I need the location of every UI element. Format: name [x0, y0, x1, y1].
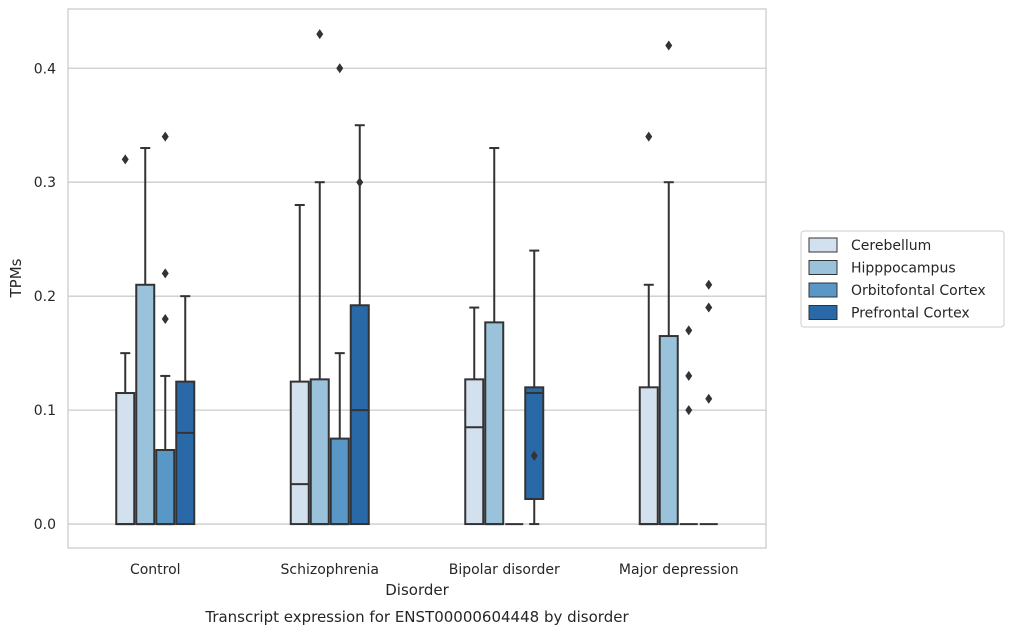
- x-tick-label: Bipolar disorder: [449, 562, 560, 578]
- series-group: [175, 124, 718, 526]
- box: [175, 380, 196, 526]
- y-axis-label: TPMs: [7, 258, 25, 298]
- legend-label: Cerebellum: [851, 238, 931, 254]
- outlier-point: [665, 40, 673, 51]
- outlier-point: [685, 405, 693, 416]
- legend-swatch: [808, 237, 838, 253]
- series-group: [135, 29, 679, 526]
- legend-frame: [800, 230, 1005, 328]
- series-group: [155, 63, 698, 526]
- legend-label: Hipppocampus: [851, 261, 956, 277]
- outlier-point: [685, 325, 693, 336]
- outlier-point: [685, 370, 693, 381]
- y-tick-label: 0.1: [34, 403, 56, 419]
- box: [484, 321, 505, 526]
- box: [289, 380, 310, 526]
- box: [329, 437, 350, 526]
- box: [658, 335, 679, 526]
- outlier-point: [705, 279, 713, 290]
- box: [464, 378, 485, 526]
- box: [309, 378, 330, 526]
- outlier-point: [161, 131, 169, 142]
- x-tick-label: Control: [130, 562, 181, 578]
- y-tick-label: 0.4: [34, 61, 56, 77]
- x-tick-labels: Control Schizophrenia Bipolar disorder Majo…: [130, 562, 739, 578]
- box-marks: [115, 29, 718, 526]
- series-group: [115, 131, 659, 526]
- box: [524, 386, 545, 501]
- outlier-point: [121, 154, 129, 165]
- y-tick-label: 0.0: [34, 517, 56, 533]
- outlier-point: [645, 131, 653, 142]
- outlier-point: [530, 450, 538, 461]
- y-tick-labels: 0.0 0.1 0.2 0.3 0.4: [34, 61, 56, 533]
- outlier-point: [161, 268, 169, 279]
- plot-frame: [67, 8, 767, 549]
- box: [135, 283, 156, 526]
- legend: Cerebellum Hipppocampus Orbitofontal Corte…: [800, 230, 1005, 328]
- outlier-point: [705, 393, 713, 404]
- outlier-point: [705, 302, 713, 313]
- box: [638, 386, 659, 526]
- outlier-point: [356, 177, 364, 188]
- outlier-point: [161, 313, 169, 324]
- outlier-point: [336, 63, 344, 74]
- chart-caption: Transcript expression for ENST0000060444…: [204, 608, 629, 626]
- legend-label: Orbitofontal Cortex: [851, 283, 986, 299]
- y-tick-label: 0.2: [34, 289, 56, 305]
- x-tick-label: Major depression: [619, 562, 739, 578]
- box: [349, 304, 370, 526]
- box: [155, 449, 176, 526]
- legend-swatch: [808, 282, 838, 298]
- outlier-point: [316, 29, 324, 40]
- x-axis-label: Disorder: [385, 581, 449, 599]
- box: [115, 392, 136, 526]
- x-tick-label: Schizophrenia: [281, 562, 379, 578]
- legend-items: Cerebellum Hipppocampus Orbitofontal Corte…: [808, 237, 986, 322]
- legend-swatch: [808, 305, 838, 320]
- legend-label: Prefrontal Cortex: [851, 306, 970, 322]
- legend-swatch: [808, 260, 838, 275]
- y-tick-label: 0.3: [34, 175, 56, 191]
